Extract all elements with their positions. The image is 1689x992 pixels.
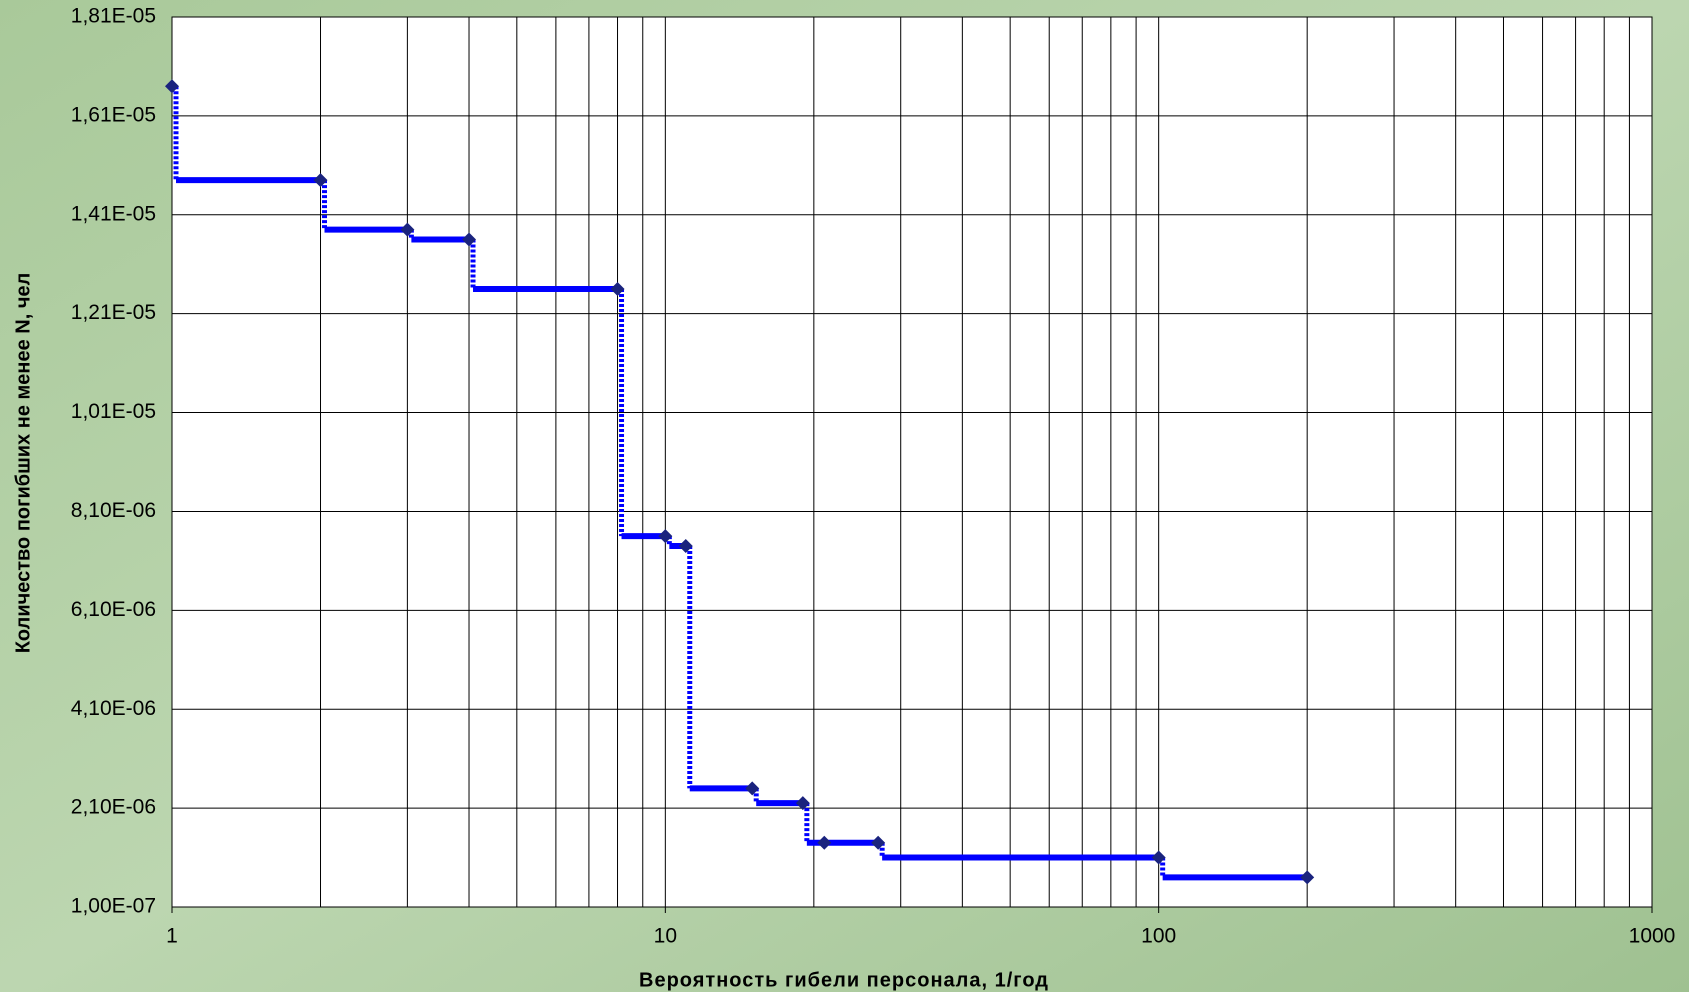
marker — [165, 79, 179, 94]
marker — [462, 232, 477, 247]
marker — [745, 781, 760, 796]
marker — [313, 173, 328, 188]
marker — [1151, 850, 1166, 865]
plot-area — [171, 16, 1653, 908]
x-axis-title: Вероятность гибели персонала, 1/год — [639, 969, 1049, 991]
x-tick-label: 1000 — [1629, 925, 1676, 948]
x-tick-label: 100 — [1141, 925, 1176, 948]
marker — [871, 835, 886, 850]
y-tick-label: 6,10E-06 — [71, 598, 156, 621]
y-tick-label: 1,21E-05 — [71, 301, 156, 324]
y-tick-label: 2,10E-06 — [71, 796, 156, 819]
marker — [610, 281, 625, 296]
marker — [817, 835, 832, 850]
y-tick-label: 1,41E-05 — [71, 202, 156, 225]
y-tick-label: 1,00E-07 — [71, 895, 156, 918]
y-tick-label: 1,01E-05 — [71, 400, 156, 423]
y-axis-title: Количество погибших не менее N, чел — [12, 273, 34, 654]
marker — [1300, 870, 1315, 885]
y-tick-label: 8,10E-06 — [71, 499, 156, 522]
marker — [678, 539, 693, 554]
y-tick-label: 1,81E-05 — [71, 5, 156, 28]
x-tick-label: 10 — [654, 925, 677, 948]
marker — [795, 796, 810, 811]
marker — [400, 222, 415, 237]
marker — [658, 529, 673, 544]
y-tick-label: 4,10E-06 — [71, 697, 156, 720]
y-tick-label: 1,61E-05 — [71, 103, 156, 126]
x-tick-label: 1 — [166, 925, 178, 948]
